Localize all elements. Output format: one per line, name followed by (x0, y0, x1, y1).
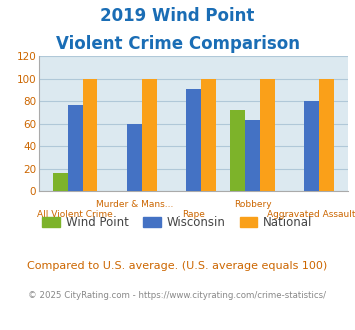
Bar (68, 105, 83, 191)
Text: Violent Crime Comparison: Violent Crime Comparison (55, 35, 300, 53)
Text: Compared to U.S. average. (U.S. average equals 100): Compared to U.S. average. (U.S. average … (27, 261, 328, 271)
Bar (186, 89, 201, 191)
Bar (142, 79, 157, 191)
Text: Murder & Mans...: Murder & Mans... (96, 200, 173, 209)
Text: Aggravated Assault: Aggravated Assault (267, 210, 355, 218)
Bar (260, 79, 275, 191)
Bar (127, 124, 142, 191)
Bar (319, 79, 334, 191)
Bar (83, 79, 97, 191)
Bar (245, 120, 260, 191)
Text: 2019 Wind Point: 2019 Wind Point (100, 7, 255, 25)
Bar (230, 110, 245, 191)
Legend: Wind Point, Wisconsin, National: Wind Point, Wisconsin, National (38, 212, 317, 234)
Text: All Violent Crime: All Violent Crime (37, 210, 113, 218)
Text: © 2025 CityRating.com - https://www.cityrating.com/crime-statistics/: © 2025 CityRating.com - https://www.city… (28, 291, 327, 300)
Text: Robbery: Robbery (234, 200, 272, 209)
Text: Rape: Rape (182, 210, 205, 218)
Bar (53, 173, 68, 191)
Bar (201, 79, 215, 191)
Bar (304, 101, 319, 191)
